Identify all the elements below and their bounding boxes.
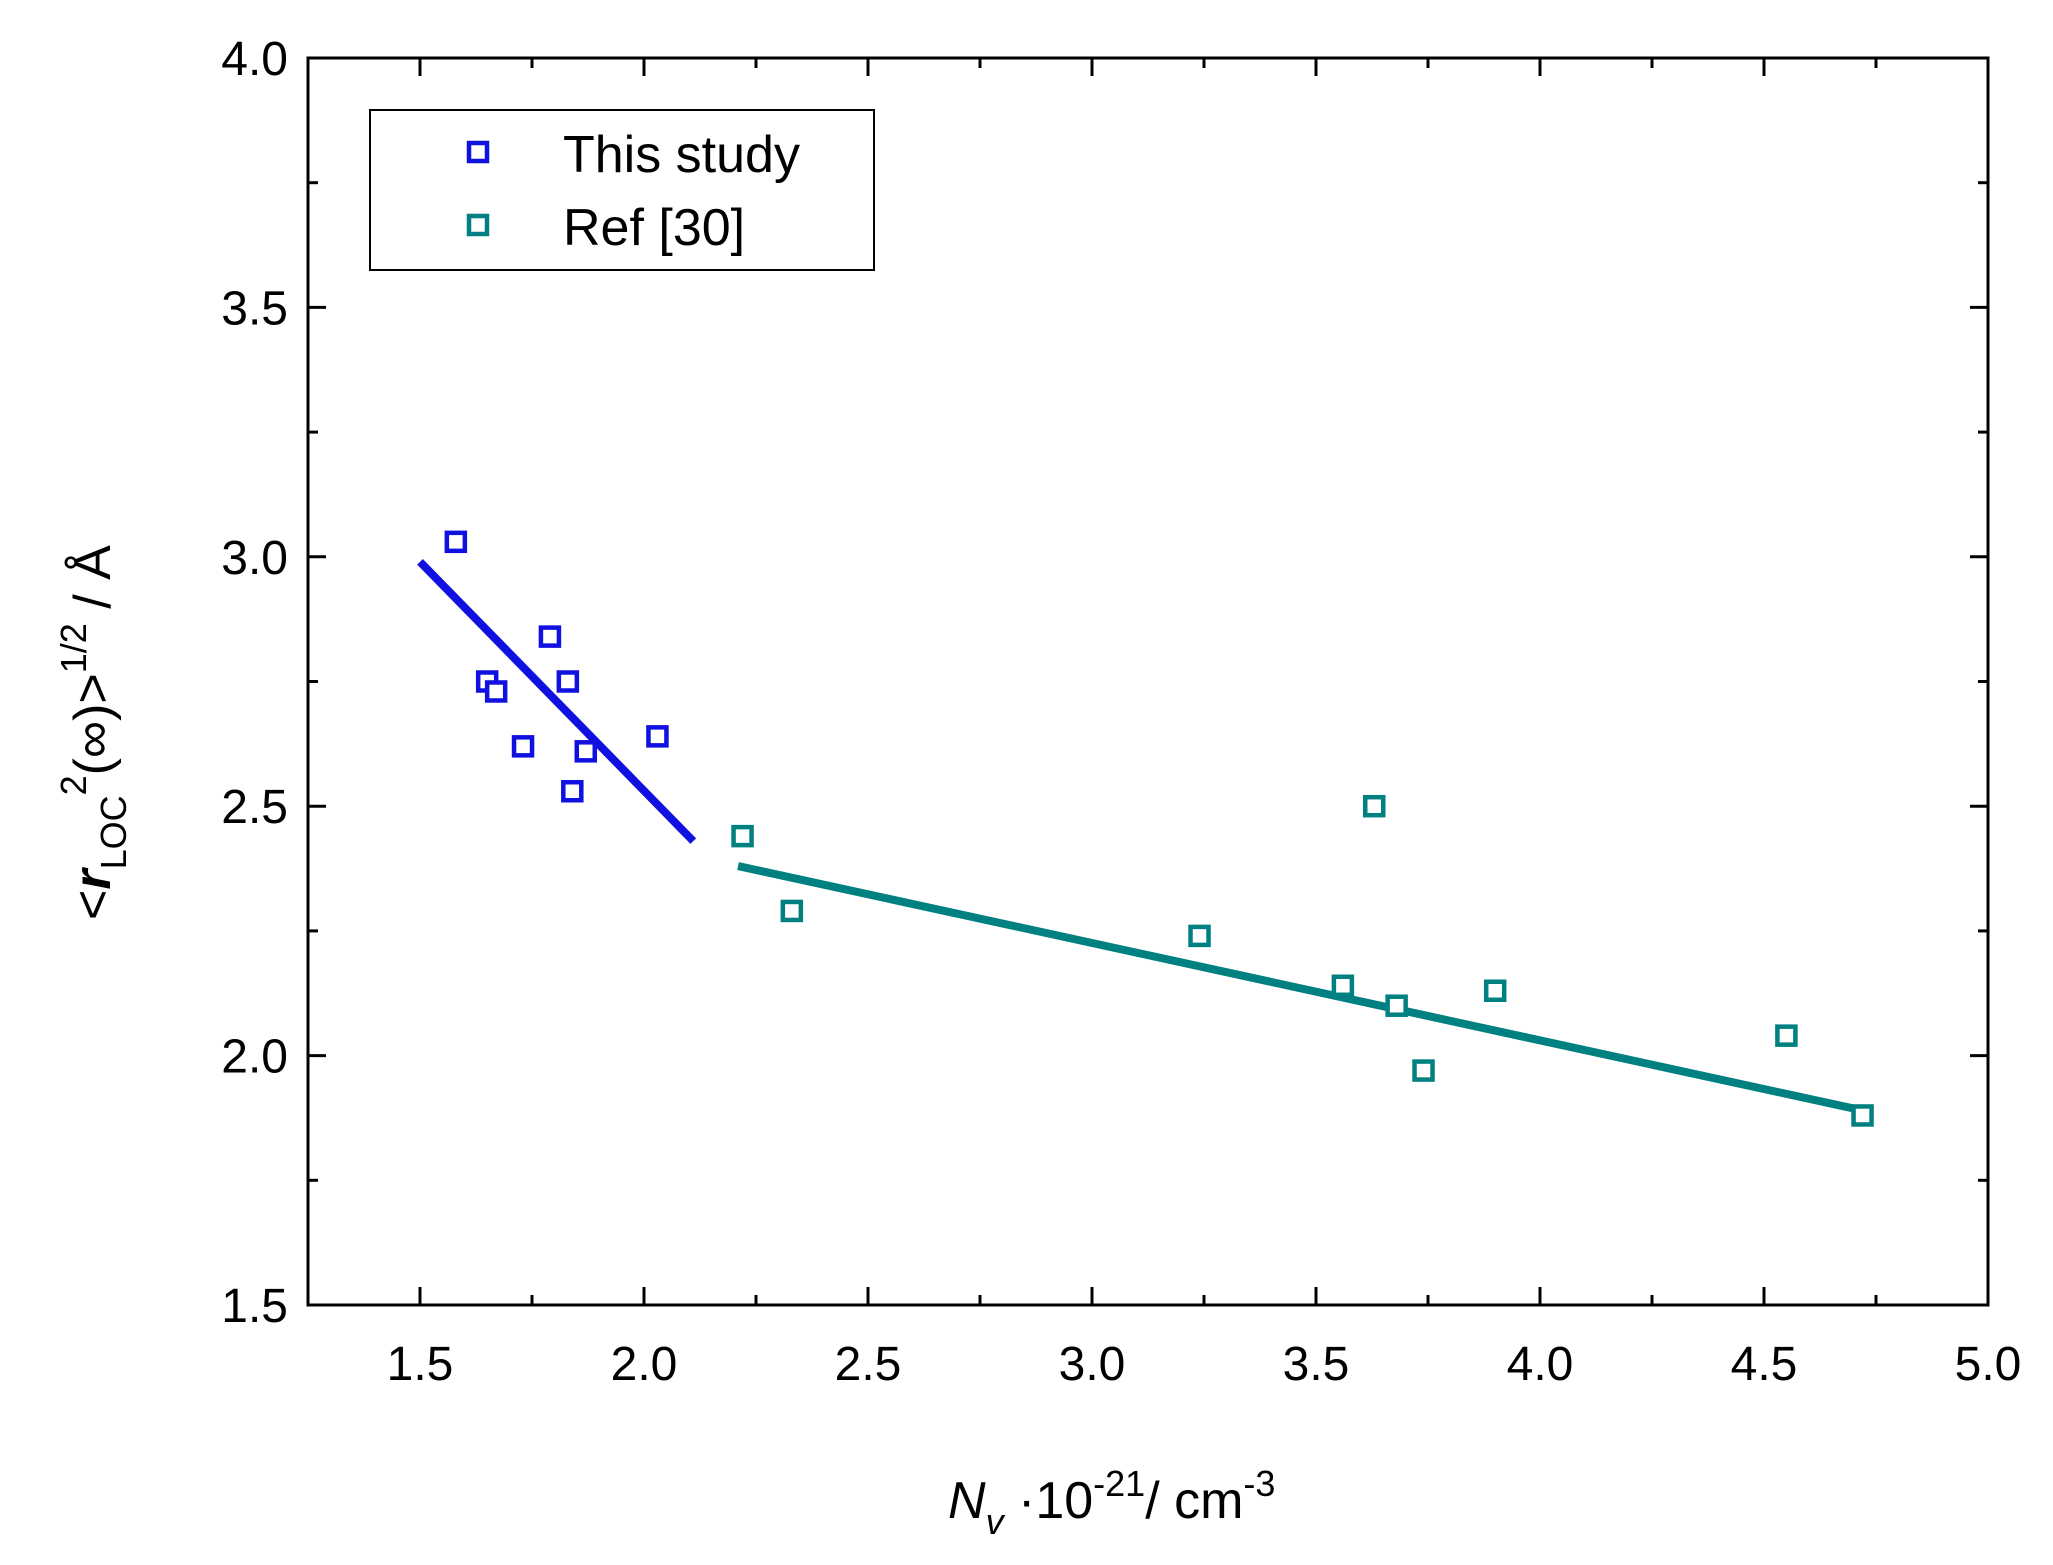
x-tick-label: 4.5 bbox=[1731, 1338, 1798, 1391]
data-point-series-1 bbox=[1483, 979, 1507, 1003]
x-tick-label: 4.0 bbox=[1507, 1338, 1574, 1391]
y-tick-label: 3.0 bbox=[221, 532, 288, 585]
x-tick-label: 5.0 bbox=[1955, 1338, 2022, 1391]
legend-box bbox=[369, 109, 875, 271]
data-point-series-1 bbox=[731, 824, 754, 848]
y-tick-label: 2.0 bbox=[221, 1031, 288, 1084]
x-tick-label: 1.5 bbox=[387, 1338, 454, 1391]
data-point-series-1 bbox=[780, 899, 804, 923]
data-point-series-0 bbox=[511, 735, 535, 758]
x-tick-label: 3.0 bbox=[1059, 1338, 1126, 1391]
y-tick-label: 1.5 bbox=[221, 1280, 288, 1333]
legend: This study Ref [30] bbox=[369, 109, 875, 271]
data-point-series-0 bbox=[556, 670, 580, 693]
y-tick-label: 2.5 bbox=[221, 781, 288, 834]
data-point-series-1 bbox=[1412, 1059, 1435, 1082]
y-tick-label: 3.5 bbox=[221, 282, 288, 335]
y-axis-title: <rLOC2(∞)>1/2 / Å bbox=[53, 545, 134, 920]
y-axis-ticks: 1.5 2.0 2.5 3.0 3.5 4.0 bbox=[221, 33, 1988, 1333]
fit-lines bbox=[417, 558, 1864, 1115]
data-point-series-0 bbox=[444, 530, 468, 554]
x-tick-label: 2.0 bbox=[611, 1338, 678, 1391]
x-tick-label: 2.5 bbox=[835, 1338, 902, 1391]
data-point-series-1 bbox=[1385, 994, 1408, 1017]
data-point-series-0 bbox=[538, 625, 562, 648]
legend-marker-ref-30 bbox=[466, 213, 490, 237]
data-point-series-1 bbox=[1188, 924, 1211, 948]
data-point-series-0 bbox=[646, 725, 669, 748]
legend-label-this-study: This study bbox=[563, 126, 800, 184]
data-point-series-1 bbox=[1362, 794, 1386, 818]
data-point-series-0 bbox=[484, 680, 508, 703]
data-point-series-1 bbox=[1331, 974, 1355, 998]
data-point-series-0 bbox=[574, 740, 598, 763]
x-axis-title: Nv ·10-21/ cm-3 bbox=[948, 1463, 1275, 1542]
x-tick-label: 3.5 bbox=[1283, 1338, 1350, 1391]
data-points bbox=[444, 530, 1874, 1127]
fit-line-series-0 bbox=[417, 558, 697, 844]
fit-line-series-1 bbox=[737, 862, 1864, 1115]
y-tick-label: 4.0 bbox=[221, 33, 288, 86]
legend-label-ref-30: Ref [30] bbox=[563, 199, 745, 257]
data-point-series-1 bbox=[1851, 1104, 1874, 1127]
data-point-series-0 bbox=[561, 779, 584, 803]
x-axis-ticks: 1.5 2.0 2.5 3.0 3.5 4.0 4.5 5.0 bbox=[306, 58, 2022, 1391]
data-point-series-1 bbox=[1775, 1024, 1798, 1047]
legend-marker-this-study bbox=[466, 140, 490, 164]
